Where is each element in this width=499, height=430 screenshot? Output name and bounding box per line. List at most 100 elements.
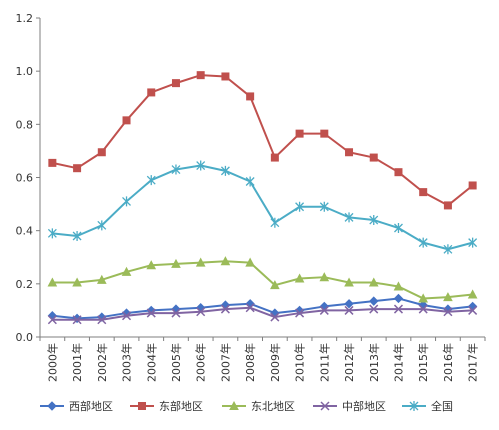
data-point	[47, 277, 58, 287]
data-point	[294, 273, 305, 283]
data-point	[246, 92, 255, 101]
data-point	[97, 315, 107, 325]
legend-item: 东北地区	[222, 400, 295, 413]
data-point	[122, 196, 131, 207]
data-point	[344, 305, 354, 315]
data-point	[419, 188, 428, 197]
legend-item: 东部地区	[130, 399, 203, 413]
data-point	[270, 312, 280, 322]
data-point	[418, 237, 428, 248]
x-tick-label: 2001年	[70, 343, 84, 382]
x-tick-label: 2010年	[293, 343, 307, 382]
data-point	[319, 272, 330, 282]
data-point	[196, 160, 206, 171]
x-tick-label: 2011年	[317, 343, 331, 382]
data-point	[344, 299, 354, 309]
data-point	[443, 307, 453, 317]
data-point	[270, 153, 279, 162]
data-point	[48, 158, 57, 167]
data-point	[319, 301, 330, 312]
data-point	[393, 281, 404, 291]
data-point	[270, 280, 280, 290]
y-axis-ticks: 0.0 0.2 0.4 0.6 0.8 1.0 1.2	[16, 12, 40, 344]
axes	[39, 18, 485, 338]
series-4	[47, 303, 478, 325]
series-group	[47, 71, 478, 325]
x-tick-label: 2013年	[367, 343, 381, 382]
data-point	[245, 176, 255, 187]
data-point	[295, 129, 304, 138]
legend-label: 西部地区	[69, 399, 113, 413]
data-point	[245, 303, 255, 313]
legend-swatch-marker	[409, 401, 419, 411]
data-point	[47, 315, 57, 325]
data-point	[345, 148, 354, 157]
data-point	[467, 301, 478, 312]
x-tick-label: 2012年	[342, 343, 356, 382]
x-tick-label: 2007年	[218, 343, 232, 382]
data-point	[443, 244, 453, 255]
data-point	[344, 277, 354, 287]
data-point	[171, 308, 181, 318]
data-point	[319, 305, 329, 315]
data-point	[468, 237, 478, 248]
data-point	[369, 304, 379, 314]
legend-swatch-marker	[47, 401, 57, 411]
x-tick-label: 2014年	[391, 343, 405, 382]
y-tick-label: 1.0	[16, 65, 34, 78]
data-point	[393, 304, 404, 314]
data-point	[418, 304, 428, 314]
legend-item: 西部地区	[40, 399, 113, 413]
data-point	[121, 266, 132, 276]
data-point	[320, 129, 329, 138]
data-point	[72, 313, 82, 324]
data-point	[369, 296, 379, 306]
legend-swatch-marker	[138, 402, 146, 410]
data-point	[97, 148, 106, 157]
legend-label: 东部地区	[159, 399, 203, 413]
data-point	[146, 308, 156, 318]
x-tick-label: 2008年	[243, 343, 257, 382]
data-point	[96, 274, 107, 284]
data-point	[295, 308, 305, 318]
legend-swatch-marker	[229, 400, 239, 410]
data-point	[171, 304, 181, 314]
data-point	[418, 293, 429, 303]
legend: 西部地区 东部地区 东北地区 中部地区 全国	[40, 399, 453, 413]
x-tick-label: 2000年	[45, 343, 59, 382]
x-tick-label: 2006年	[194, 343, 208, 382]
series-line	[52, 260, 473, 300]
y-tick-label: 0.0	[16, 331, 34, 344]
x-axis-ticks: 2000年 2001年 2002年 2003年 2004年 2005年 2006年 2007年…	[39, 337, 486, 382]
data-point	[146, 175, 156, 186]
data-point	[121, 311, 132, 321]
data-point	[72, 277, 82, 287]
data-point	[171, 258, 181, 268]
data-point	[220, 300, 231, 310]
data-point	[146, 260, 157, 270]
y-tick-label: 0.8	[16, 118, 34, 131]
legend-item: 中部地区	[313, 399, 386, 413]
data-point	[369, 215, 379, 226]
legend-label: 东北地区	[251, 400, 295, 413]
y-tick-label: 0.2	[16, 278, 34, 291]
x-tick-label: 2015年	[416, 343, 430, 382]
data-point	[393, 293, 404, 304]
series-line	[52, 74, 474, 207]
data-point	[467, 289, 478, 299]
data-point	[468, 305, 478, 315]
x-tick-label: 2009年	[268, 343, 282, 382]
series-line	[52, 297, 473, 320]
series-3	[47, 256, 478, 303]
x-tick-label: 2017年	[466, 343, 480, 382]
data-point	[221, 72, 230, 81]
data-point	[72, 230, 82, 241]
data-point	[171, 164, 181, 175]
data-point	[220, 165, 230, 176]
data-point	[319, 201, 329, 212]
data-point	[47, 311, 58, 321]
data-point	[97, 220, 107, 231]
x-tick-label: 2004年	[144, 343, 158, 382]
